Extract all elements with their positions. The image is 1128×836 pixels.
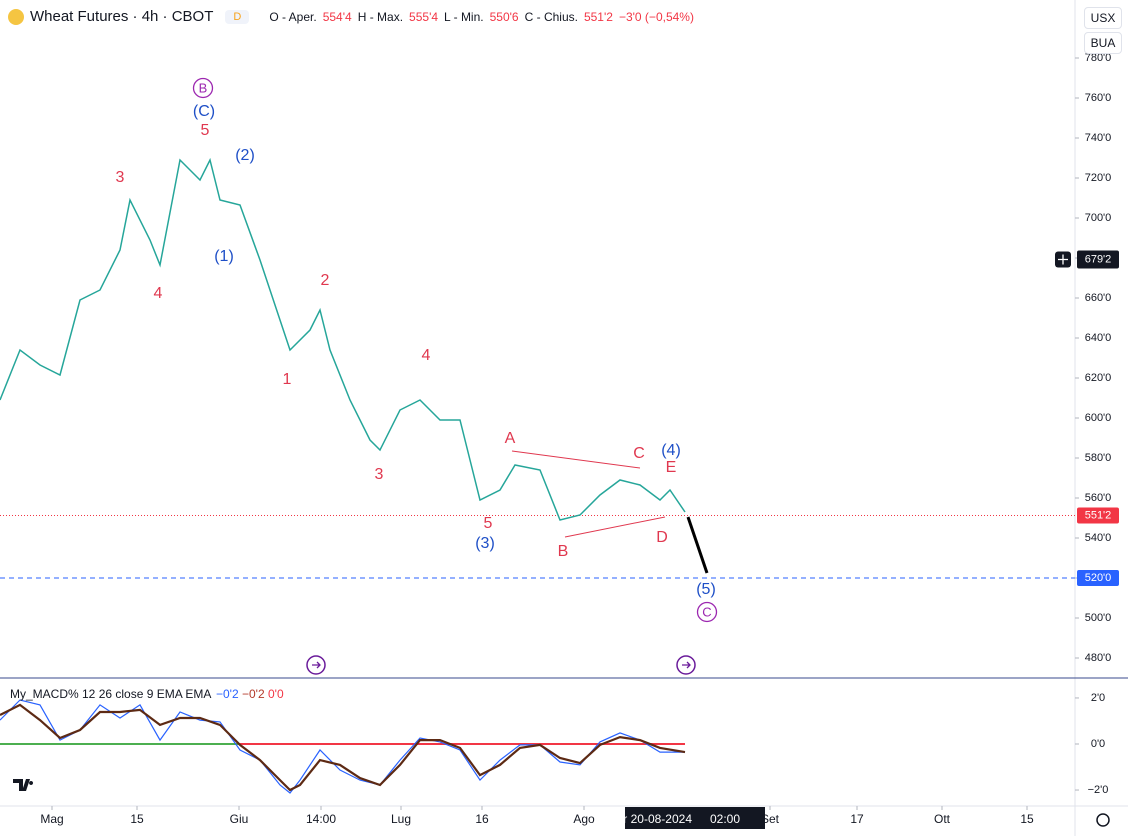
unit-button[interactable]: BUA	[1084, 32, 1122, 54]
wave-label: 5	[201, 122, 210, 139]
y-tick-label: 740'0	[1085, 132, 1112, 144]
wave-label: (3)	[475, 535, 495, 552]
wave-label: A	[505, 430, 516, 447]
low-label: L - Min.	[444, 9, 484, 24]
symbol-icon	[8, 8, 24, 25]
high: 555'4	[409, 9, 439, 24]
price-line-series	[0, 157, 686, 521]
price-label: 520'0	[1085, 572, 1112, 584]
triangle-top	[511, 450, 641, 469]
wave-label: 3	[116, 169, 125, 186]
y-tick-label: 600'0	[1085, 412, 1112, 424]
open-label: O - Aper.	[269, 9, 317, 24]
x-tick-label: Giu	[230, 812, 249, 826]
badge: D	[225, 9, 250, 24]
crosshair-y-label: 679'2	[1085, 253, 1112, 265]
x-tick-label: 17	[850, 812, 864, 826]
y-tick-label: 480'0	[1085, 652, 1112, 664]
y-tick-label: 580'0	[1085, 452, 1112, 464]
open: 554'4	[322, 9, 352, 24]
crosshair-y-box	[1077, 250, 1119, 269]
y-tick-label: 660'0	[1085, 292, 1112, 304]
y-tick-label: 500'0	[1085, 612, 1112, 624]
x-tick-label: Mag	[40, 812, 63, 826]
x-tick-label: 16	[475, 812, 489, 826]
x-tick-label: 15	[1020, 812, 1034, 826]
y-tick-label: 760'0	[1085, 92, 1112, 104]
crosshair-date: mar 20-08-2024	[607, 812, 693, 826]
wave-label: (C)	[193, 103, 215, 120]
low: 550'6	[489, 9, 519, 24]
x-tick-label: Lug	[391, 812, 411, 826]
y-tick-label: 2'0	[1091, 692, 1105, 704]
y-tick-label: 780'0	[1085, 52, 1112, 64]
price-label-box	[1077, 507, 1119, 524]
price-label-box	[1077, 570, 1119, 586]
macd-line	[0, 703, 686, 792]
wave-label: (5)	[696, 581, 716, 598]
y-tick-label: 620'0	[1085, 372, 1112, 384]
crosshair-time: 02:00	[710, 812, 740, 826]
x-tick-label: Ott	[934, 812, 951, 826]
macd-legend-value: −0'2	[242, 687, 265, 701]
logo	[13, 779, 34, 791]
macd-line	[0, 699, 685, 794]
wave-label: 3	[375, 466, 384, 483]
y-tick-label: −2'0	[1088, 784, 1109, 796]
projection-line	[686, 516, 709, 574]
wave-label: (1)	[214, 248, 234, 265]
close: 551'2	[583, 9, 613, 24]
wave-label: E	[666, 459, 677, 476]
symbol[interactable]: Wheat Futures · 4h · CBOT	[30, 8, 214, 25]
wave-label: 4	[422, 347, 431, 364]
wave-circle	[192, 77, 214, 99]
currency-button[interactable]: USX	[1084, 7, 1122, 29]
y-tick-label: 0'0	[1091, 738, 1105, 750]
crosshair-x-box	[625, 807, 765, 829]
settings-icon[interactable]	[1096, 813, 1110, 827]
y-tick-label: 640'0	[1085, 332, 1112, 344]
change: −3'0 (−0,54%)	[618, 9, 694, 24]
close-label: C - Chius.	[524, 9, 578, 24]
macd-legend: My_MACD% 12 26 close 9 EMA EMA	[10, 687, 211, 701]
event-arrow	[312, 661, 321, 669]
high-label: H - Max.	[357, 9, 404, 24]
wave-circle	[696, 601, 718, 623]
wave-label: C	[633, 445, 645, 462]
wave-label: C	[702, 604, 711, 619]
macd-legend-value: −0'2	[216, 687, 239, 701]
wave-label: B	[199, 80, 208, 95]
wave-label: B	[558, 543, 569, 560]
y-tick-label: 560'0	[1085, 492, 1112, 504]
x-tick-label: 14:00	[306, 812, 336, 826]
y-tick-label: 540'0	[1085, 532, 1112, 544]
x-tick-label: Set	[761, 812, 780, 826]
y-tick-label: 720'0	[1085, 172, 1112, 184]
wave-label: (4)	[661, 442, 681, 459]
wave-label: 2	[321, 272, 330, 289]
header: Wheat Futures · 4h · CBOT D O - Aper. 554…	[8, 8, 694, 25]
add-icon	[1058, 254, 1068, 265]
event-arrow	[682, 661, 691, 669]
wave-label: 5	[484, 515, 493, 532]
price-label: 551'2	[1085, 509, 1112, 521]
wave-label: D	[656, 529, 668, 546]
y-tick-label: 700'0	[1085, 212, 1112, 224]
wave-label: 1	[283, 371, 292, 388]
macd-legend-value: 0'0	[268, 687, 284, 701]
x-tick-label: Ago	[573, 812, 595, 826]
wave-label: (2)	[235, 147, 255, 164]
wave-label: 4	[154, 285, 163, 302]
x-tick-label: 15	[130, 812, 144, 826]
triangle-bottom	[564, 516, 666, 538]
